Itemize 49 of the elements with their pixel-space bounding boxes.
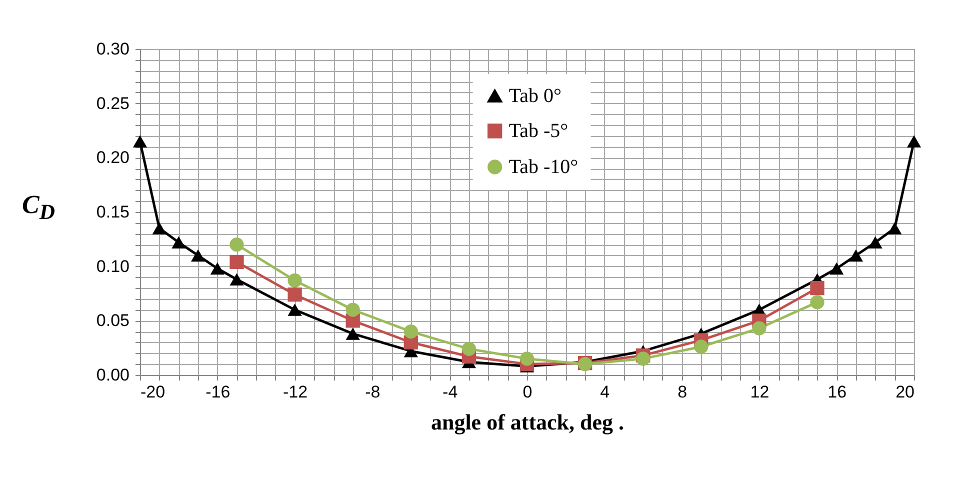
x-tick-label: -4 [442,382,458,402]
point [346,302,360,317]
legend-label: Tab 0° [508,85,562,107]
point [288,273,302,288]
x-tick-label: 0 [522,382,532,402]
point [752,321,766,336]
point [288,304,302,316]
x-tick-label: -20 [140,382,166,402]
y-tick-label: 0.20 [96,148,130,168]
point [694,340,708,354]
x-tick-label: 20 [896,382,914,402]
y-tick-label: 0.30 [96,40,130,58]
y-tick-label: 0.25 [96,94,130,113]
point [462,342,476,356]
x-axis-title: angle of attack, deg . [430,410,624,434]
point [190,249,206,262]
point [404,324,418,339]
point [230,254,244,270]
x-tick-label: 4 [600,382,610,402]
point [230,273,244,286]
point [636,352,650,366]
x-tick-label: 12 [750,382,770,402]
point [868,236,882,249]
legend-label: Tab -5° [508,120,568,142]
point [810,280,824,296]
point [906,135,922,148]
y-axis-title: C$_{D}$ [22,190,55,226]
y-tick-label: 0.00 [96,366,130,384]
point [346,328,360,340]
point [888,222,902,234]
point [810,295,824,310]
point [230,238,244,252]
point [152,222,166,234]
point [132,135,148,148]
x-tick-label: -12 [283,382,308,402]
x-tick-label: 8 [678,382,688,402]
y-tick-label: 0.10 [96,256,130,276]
point [172,236,186,249]
point [520,352,534,366]
point [848,249,864,262]
x-tick-label: 16 [828,382,847,402]
y-tick-label: 0.05 [96,311,130,330]
x-tick-label: -8 [365,382,380,402]
point [210,262,224,275]
x-tick-label: -16 [206,382,230,402]
y-tick-label: 0.15 [96,202,130,222]
point [288,288,302,302]
point [830,262,844,275]
legend-label: Tab -10° [508,156,578,178]
